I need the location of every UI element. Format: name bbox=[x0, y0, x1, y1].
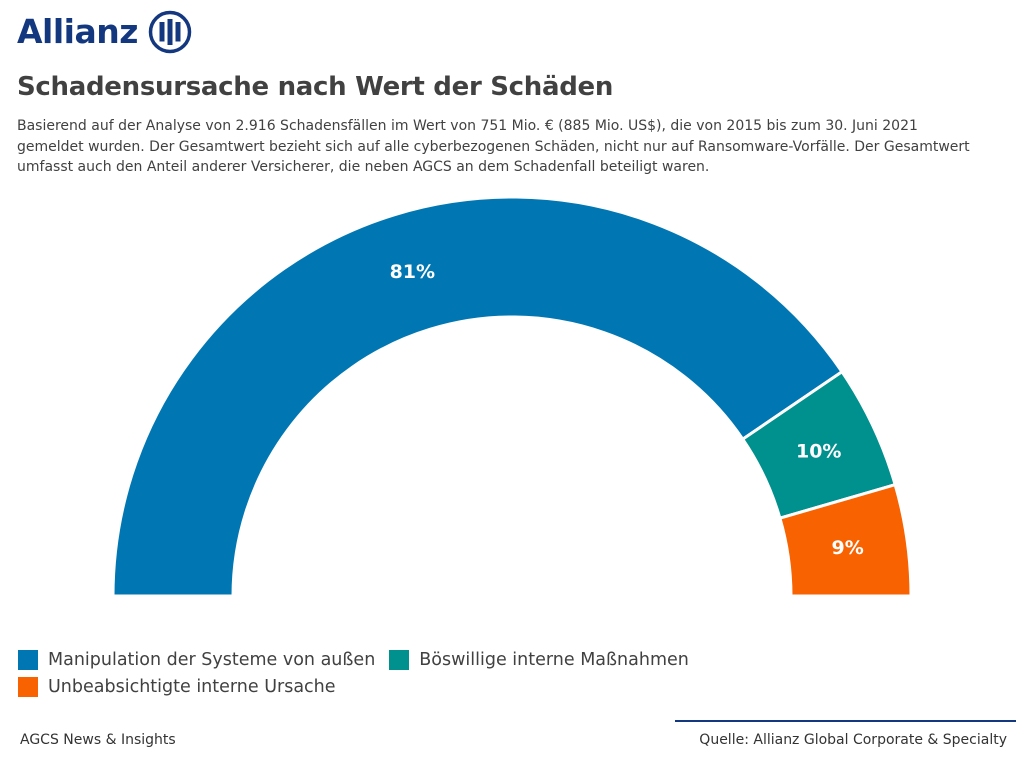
brand-wordmark: Allianz bbox=[17, 12, 138, 51]
legend-item-manipulation-extern: Manipulation der Systeme von außen bbox=[18, 647, 375, 673]
legend-swatch bbox=[18, 677, 38, 697]
legend-item-boeswillig-intern: Böswillige interne Maßnahmen bbox=[389, 647, 689, 673]
allianz-logo-icon bbox=[148, 10, 192, 54]
footer-divider bbox=[675, 720, 1016, 722]
chart-title: Schadensursache nach Wert der Schäden bbox=[17, 72, 614, 102]
legend-label: Böswillige interne Maßnahmen bbox=[419, 650, 689, 670]
slice-label-2: 10% bbox=[796, 441, 841, 463]
slice-manipulation-extern bbox=[111, 195, 845, 598]
slice-label-1: 81% bbox=[390, 261, 435, 283]
chart-legend: Manipulation der Systeme von außen Böswil… bbox=[18, 647, 738, 700]
slice-label-3: 9% bbox=[831, 537, 863, 559]
brand-header: Allianz bbox=[17, 10, 192, 54]
legend-item-unbeabsichtigt-intern: Unbeabsichtigte interne Ursache bbox=[18, 674, 724, 700]
footer-source: Quelle: Allianz Global Corporate & Speci… bbox=[699, 732, 1007, 748]
half-donut-chart: 81% 10% 9% bbox=[111, 195, 913, 598]
legend-swatch bbox=[389, 650, 410, 670]
slice-unbeabsichtigt-intern bbox=[778, 482, 913, 598]
legend-swatch bbox=[18, 650, 38, 670]
chart-subtitle: Basierend auf der Analyse von 2.916 Scha… bbox=[17, 118, 970, 175]
footer-brand: AGCS News & Insights bbox=[20, 732, 176, 748]
legend-label: Manipulation der Systeme von außen bbox=[48, 650, 376, 670]
legend-label: Unbeabsichtigte interne Ursache bbox=[48, 677, 336, 697]
